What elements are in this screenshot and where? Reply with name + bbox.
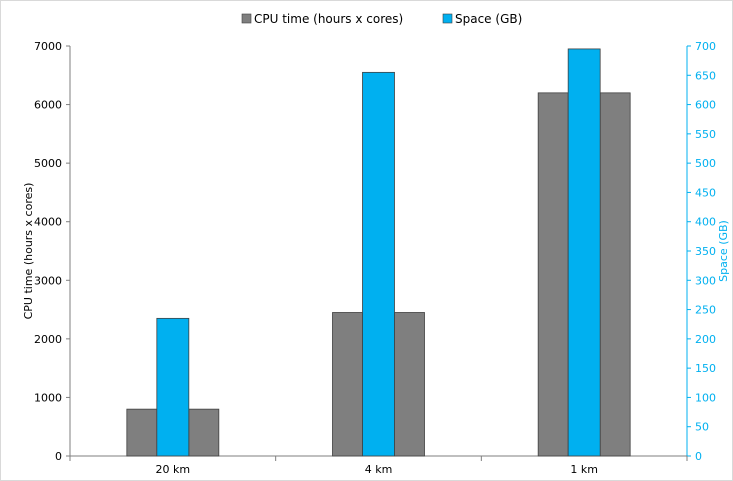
x-tick-label: 4 km — [365, 463, 393, 476]
x-tick-label: 20 km — [156, 463, 191, 476]
y-tick-label: 6000 — [34, 99, 62, 112]
y2-tick-label: 250 — [695, 304, 716, 317]
y-tick-label: 4000 — [34, 216, 62, 229]
cpu-bar — [188, 408, 220, 457]
y2-tick-label: 100 — [695, 391, 716, 404]
space-bar — [567, 48, 601, 457]
y2-axis-title: Space (GB) — [717, 220, 730, 282]
y2-tick-label: 150 — [695, 362, 716, 375]
space-bar — [156, 317, 190, 457]
y-tick-label: 1000 — [34, 391, 62, 404]
y2-tick-label: 600 — [695, 99, 716, 112]
legend-label-cpu: CPU time (hours x cores) — [254, 12, 403, 26]
cpu-bar — [537, 92, 569, 457]
cpu-bar — [599, 92, 631, 457]
y-tick-label: 7000 — [34, 40, 62, 53]
space-bar — [362, 71, 395, 457]
y2-tick-label: 700 — [695, 40, 716, 53]
y2-tick-label: 650 — [695, 69, 716, 82]
y2-tick-label: 300 — [695, 274, 716, 287]
y-axis-title: CPU time (hours x cores) — [22, 183, 35, 320]
x-tick-label: 1 km — [570, 463, 598, 476]
y2-tick-label: 400 — [695, 216, 716, 229]
y2-tick-label: 200 — [695, 333, 716, 346]
y2-tick-label: 500 — [695, 157, 716, 170]
y-tick-label: 2000 — [34, 333, 62, 346]
y2-tick-label: 50 — [695, 421, 709, 434]
y2-tick-label: 550 — [695, 128, 716, 141]
y-tick-label: 3000 — [34, 274, 62, 287]
cpu-bar — [332, 312, 363, 457]
y2-tick-label: 450 — [695, 186, 716, 199]
y-tick-label: 5000 — [34, 157, 62, 170]
legend-swatch-space — [442, 13, 453, 24]
y2-tick-label: 350 — [695, 245, 716, 258]
y-tick-label: 0 — [55, 450, 62, 463]
cpu-bar — [394, 312, 425, 457]
legend-label-space: Space (GB) — [455, 12, 522, 26]
legend-swatch-cpu — [241, 13, 252, 24]
cpu-bar — [126, 408, 158, 457]
y2-tick-label: 0 — [695, 450, 702, 463]
